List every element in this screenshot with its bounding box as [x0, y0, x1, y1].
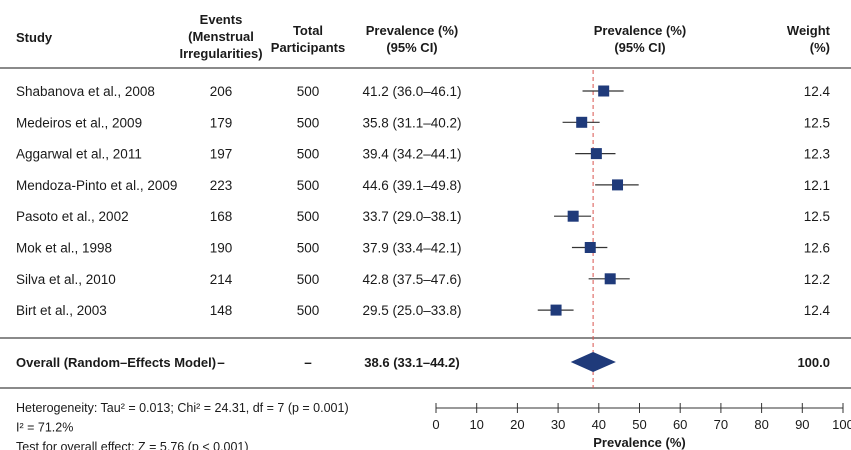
study-ci-text: 39.4 (34.2–44.1): [362, 147, 461, 162]
study-total: 500: [297, 115, 320, 130]
study-name: Medeiros et al., 2009: [16, 115, 142, 130]
study-events: 197: [210, 147, 233, 162]
overall-name: Overall (Random–Effects Model): [16, 355, 216, 370]
header-total: Total: [293, 23, 323, 38]
header-total: Participants: [271, 40, 345, 55]
study-total: 500: [297, 147, 320, 162]
header-weight: Weight: [787, 23, 831, 38]
study-marker: [612, 179, 624, 191]
study-marker: [567, 210, 579, 222]
x-tick-label: 0: [432, 417, 439, 432]
study-marker: [550, 304, 562, 316]
study-ci-text: 42.8 (37.5–47.6): [362, 272, 461, 287]
study-events: 148: [210, 303, 233, 318]
study-total: 500: [297, 303, 320, 318]
x-tick-label: 70: [714, 417, 728, 432]
overall-weight: 100.0: [797, 355, 830, 370]
study-ci-text: 35.8 (31.1–40.2): [362, 115, 461, 130]
x-tick-label: 10: [469, 417, 483, 432]
study-name: Aggarwal et al., 2011: [16, 147, 142, 162]
x-tick-label: 50: [632, 417, 646, 432]
study-weight: 12.5: [804, 115, 830, 130]
overall-total: –: [304, 355, 312, 370]
study-name: Birt et al., 2003: [16, 303, 107, 318]
header-study: Study: [16, 30, 53, 45]
study-marker: [590, 148, 602, 160]
header-prevalence: (95% CI): [386, 40, 437, 55]
study-marker: [584, 242, 596, 253]
header-events: Events: [200, 12, 243, 27]
study-ci-text: 44.6 (39.1–49.8): [362, 178, 461, 193]
study-events: 214: [210, 272, 233, 287]
header-events: Irregularities): [179, 46, 262, 61]
study-name: Shabanova et al., 2008: [16, 84, 155, 99]
study-name: Pasoto et al., 2002: [16, 209, 129, 224]
study-marker: [576, 116, 588, 128]
study-name: Mendoza-Pinto et al., 2009: [16, 178, 177, 193]
study-events: 190: [210, 241, 233, 256]
study-weight: 12.4: [804, 303, 831, 318]
study-marker: [598, 85, 610, 97]
x-tick-label: 90: [795, 417, 809, 432]
x-tick-label: 80: [754, 417, 768, 432]
x-axis-label: Prevalence (%): [593, 435, 686, 450]
study-events: 206: [210, 84, 233, 99]
study-weight: 12.2: [804, 272, 830, 287]
header-weight: (%): [810, 40, 830, 55]
x-tick-label: 100: [832, 417, 851, 432]
footnote: I² = 71.2%: [16, 421, 73, 435]
study-ci-text: 33.7 (29.0–38.1): [362, 209, 461, 224]
study-weight: 12.3: [804, 147, 830, 162]
footnote: Test for overall effect: Z = 5.76 (p < 0…: [16, 440, 249, 450]
header-plot: (95% CI): [614, 40, 665, 55]
footnote: Heterogeneity: Tau² = 0.013; Chi² = 24.3…: [16, 401, 349, 415]
x-tick-label: 60: [673, 417, 687, 432]
study-weight: 12.1: [804, 178, 830, 193]
overall-ci-text: 38.6 (33.1–44.2): [364, 355, 459, 370]
study-events: 168: [210, 209, 233, 224]
study-total: 500: [297, 178, 320, 193]
study-total: 500: [297, 209, 320, 224]
overall-events: –: [217, 355, 225, 370]
x-tick-label: 20: [510, 417, 524, 432]
study-total: 500: [297, 241, 320, 256]
study-name: Mok et al., 1998: [16, 241, 112, 256]
study-weight: 12.5: [804, 209, 830, 224]
study-total: 500: [297, 84, 320, 99]
overall-diamond: [570, 352, 616, 372]
study-total: 500: [297, 272, 320, 287]
study-weight: 12.4: [804, 84, 831, 99]
study-events: 179: [210, 115, 233, 130]
study-ci-text: 37.9 (33.4–42.1): [362, 241, 461, 256]
x-tick-label: 30: [551, 417, 565, 432]
study-ci-text: 41.2 (36.0–46.1): [362, 84, 461, 99]
header-events: (Menstrual: [188, 29, 254, 44]
study-events: 223: [210, 178, 233, 193]
header-prevalence: Prevalence (%): [366, 23, 459, 38]
study-marker: [604, 273, 616, 285]
study-ci-text: 29.5 (25.0–33.8): [362, 303, 461, 318]
header-plot: Prevalence (%): [594, 23, 687, 38]
study-weight: 12.6: [804, 241, 830, 256]
x-tick-label: 40: [592, 417, 606, 432]
study-name: Silva et al., 2010: [16, 272, 116, 287]
